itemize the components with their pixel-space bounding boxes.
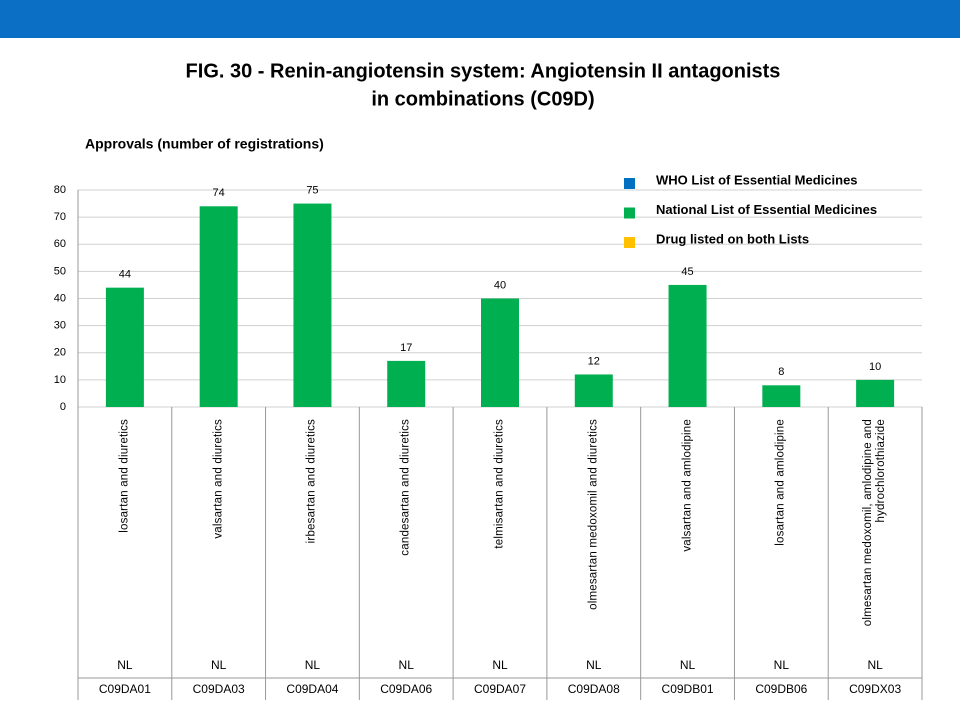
list-label: NL (774, 658, 790, 672)
x-tick-label: olmesartan medoxomil and diuretics (587, 419, 600, 610)
legend-label: WHO List of Essential Medicines (656, 172, 858, 187)
bar (105, 287, 144, 407)
list-label: NL (399, 658, 415, 672)
y-tick-label: 50 (54, 265, 66, 277)
legend-swatch (624, 237, 635, 248)
code-label: C09DA08 (568, 682, 620, 696)
code-label: C09DA07 (474, 682, 526, 696)
list-label: NL (586, 658, 602, 672)
x-tick-label: losartan and amlodipine (774, 419, 787, 546)
y-tick-label: 60 (54, 238, 66, 250)
x-tick-label: irbesartan and diuretics (305, 419, 318, 544)
x-tick-label: candesartan and diuretics (399, 419, 412, 556)
value-label: 40 (494, 279, 506, 291)
chart-title: in combinations (C09D) (371, 88, 594, 110)
list-label: NL (680, 658, 696, 672)
x-tick-label: losartan and diuretics (118, 419, 131, 533)
chart-title: FIG. 30 - Renin-angiotensin system: Angi… (186, 60, 781, 82)
value-label: 8 (778, 366, 784, 378)
bar (387, 360, 426, 407)
bar (668, 284, 707, 407)
list-label: NL (492, 658, 508, 672)
y-tick-label: 30 (54, 320, 66, 332)
y-tick-label: 40 (54, 292, 66, 304)
code-label: C09DA06 (380, 682, 432, 696)
list-label: NL (867, 658, 883, 672)
code-label: C09DA04 (286, 682, 338, 696)
code-label: C09DA03 (193, 682, 245, 696)
x-tick-label: olmesartan medoxomil, amlodipine and hyd… (862, 419, 888, 627)
legend-label: Drug listed on both Lists (656, 231, 809, 246)
bar (762, 385, 801, 407)
y-tick-label: 20 (54, 347, 66, 359)
value-label: 17 (400, 342, 412, 354)
legend-swatch (624, 207, 635, 219)
header-bar (0, 0, 960, 38)
y-tick-label: 0 (60, 401, 66, 413)
value-label: 45 (681, 266, 693, 278)
list-label: NL (305, 658, 321, 672)
bar (856, 379, 895, 407)
bar (574, 374, 613, 407)
x-tick-label: valsartan and amlodipine (681, 419, 694, 552)
code-label: C09DB06 (755, 682, 807, 696)
value-label: 74 (213, 187, 225, 199)
y-tick-label: 10 (54, 374, 66, 386)
code-label: C09DB01 (662, 682, 714, 696)
legend-label: National List of Essential Medicines (656, 202, 877, 217)
code-label: C09DX03 (849, 682, 901, 696)
y-tick-label: 70 (54, 211, 66, 223)
x-tick-label: telmisartan and diuretics (493, 419, 506, 549)
list-label: NL (211, 658, 227, 672)
chart-subtitle: Approvals (number of registrations) (85, 136, 324, 152)
value-label: 10 (869, 361, 881, 373)
code-label: C09DA01 (99, 682, 151, 696)
bar (481, 298, 519, 407)
bar (199, 206, 238, 407)
value-label: 75 (306, 184, 318, 196)
x-tick-label: valsartan and diuretics (212, 419, 225, 539)
y-tick-label: 80 (54, 184, 66, 196)
legend-swatch (624, 178, 635, 189)
value-label: 12 (588, 355, 600, 367)
value-label: 44 (119, 269, 131, 281)
bar (293, 203, 332, 407)
list-label: NL (117, 658, 133, 672)
